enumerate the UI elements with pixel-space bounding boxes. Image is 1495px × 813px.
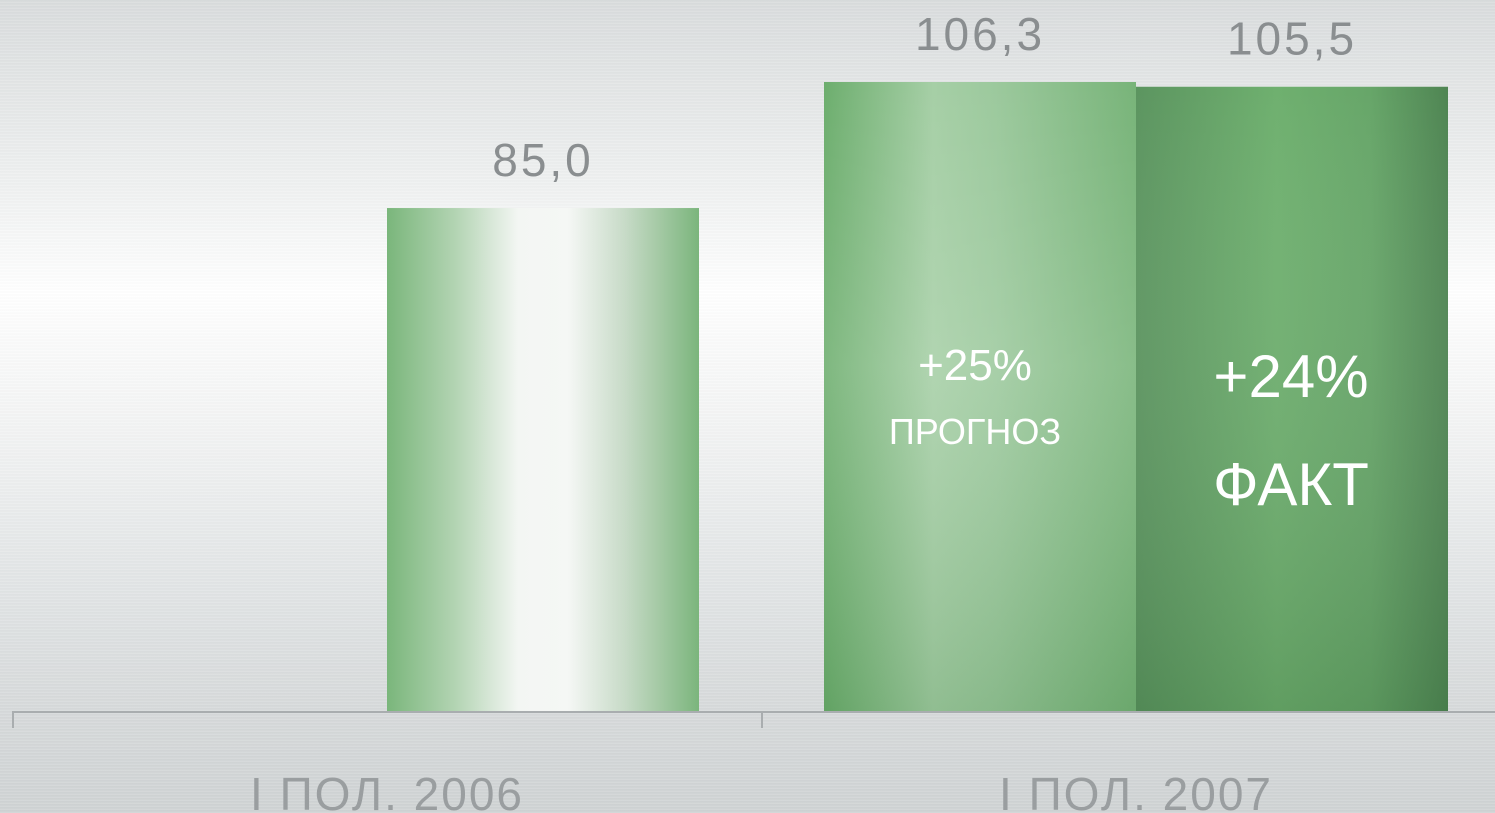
forecast-percent-label: +25% <box>918 341 1032 390</box>
data-label-2006: 85,0 <box>492 134 594 186</box>
bar-2007-forecast-shade <box>824 82 1136 711</box>
data-label-2007-forecast: 106,3 <box>915 8 1045 60</box>
fact-percent-label: +24% <box>1213 343 1368 410</box>
data-label-2007-fact: 105,5 <box>1227 13 1357 65</box>
fact-caption-label: ФАКТ <box>1213 451 1369 518</box>
bar-2006 <box>387 208 699 711</box>
bar-2007-fact-shade <box>1136 86 1448 712</box>
forecast-caption-label: ПРОГНОЗ <box>889 411 1061 452</box>
category-label-2007: I ПОЛ. 2007 <box>999 768 1273 813</box>
category-label-2006: I ПОЛ. 2006 <box>250 768 524 813</box>
